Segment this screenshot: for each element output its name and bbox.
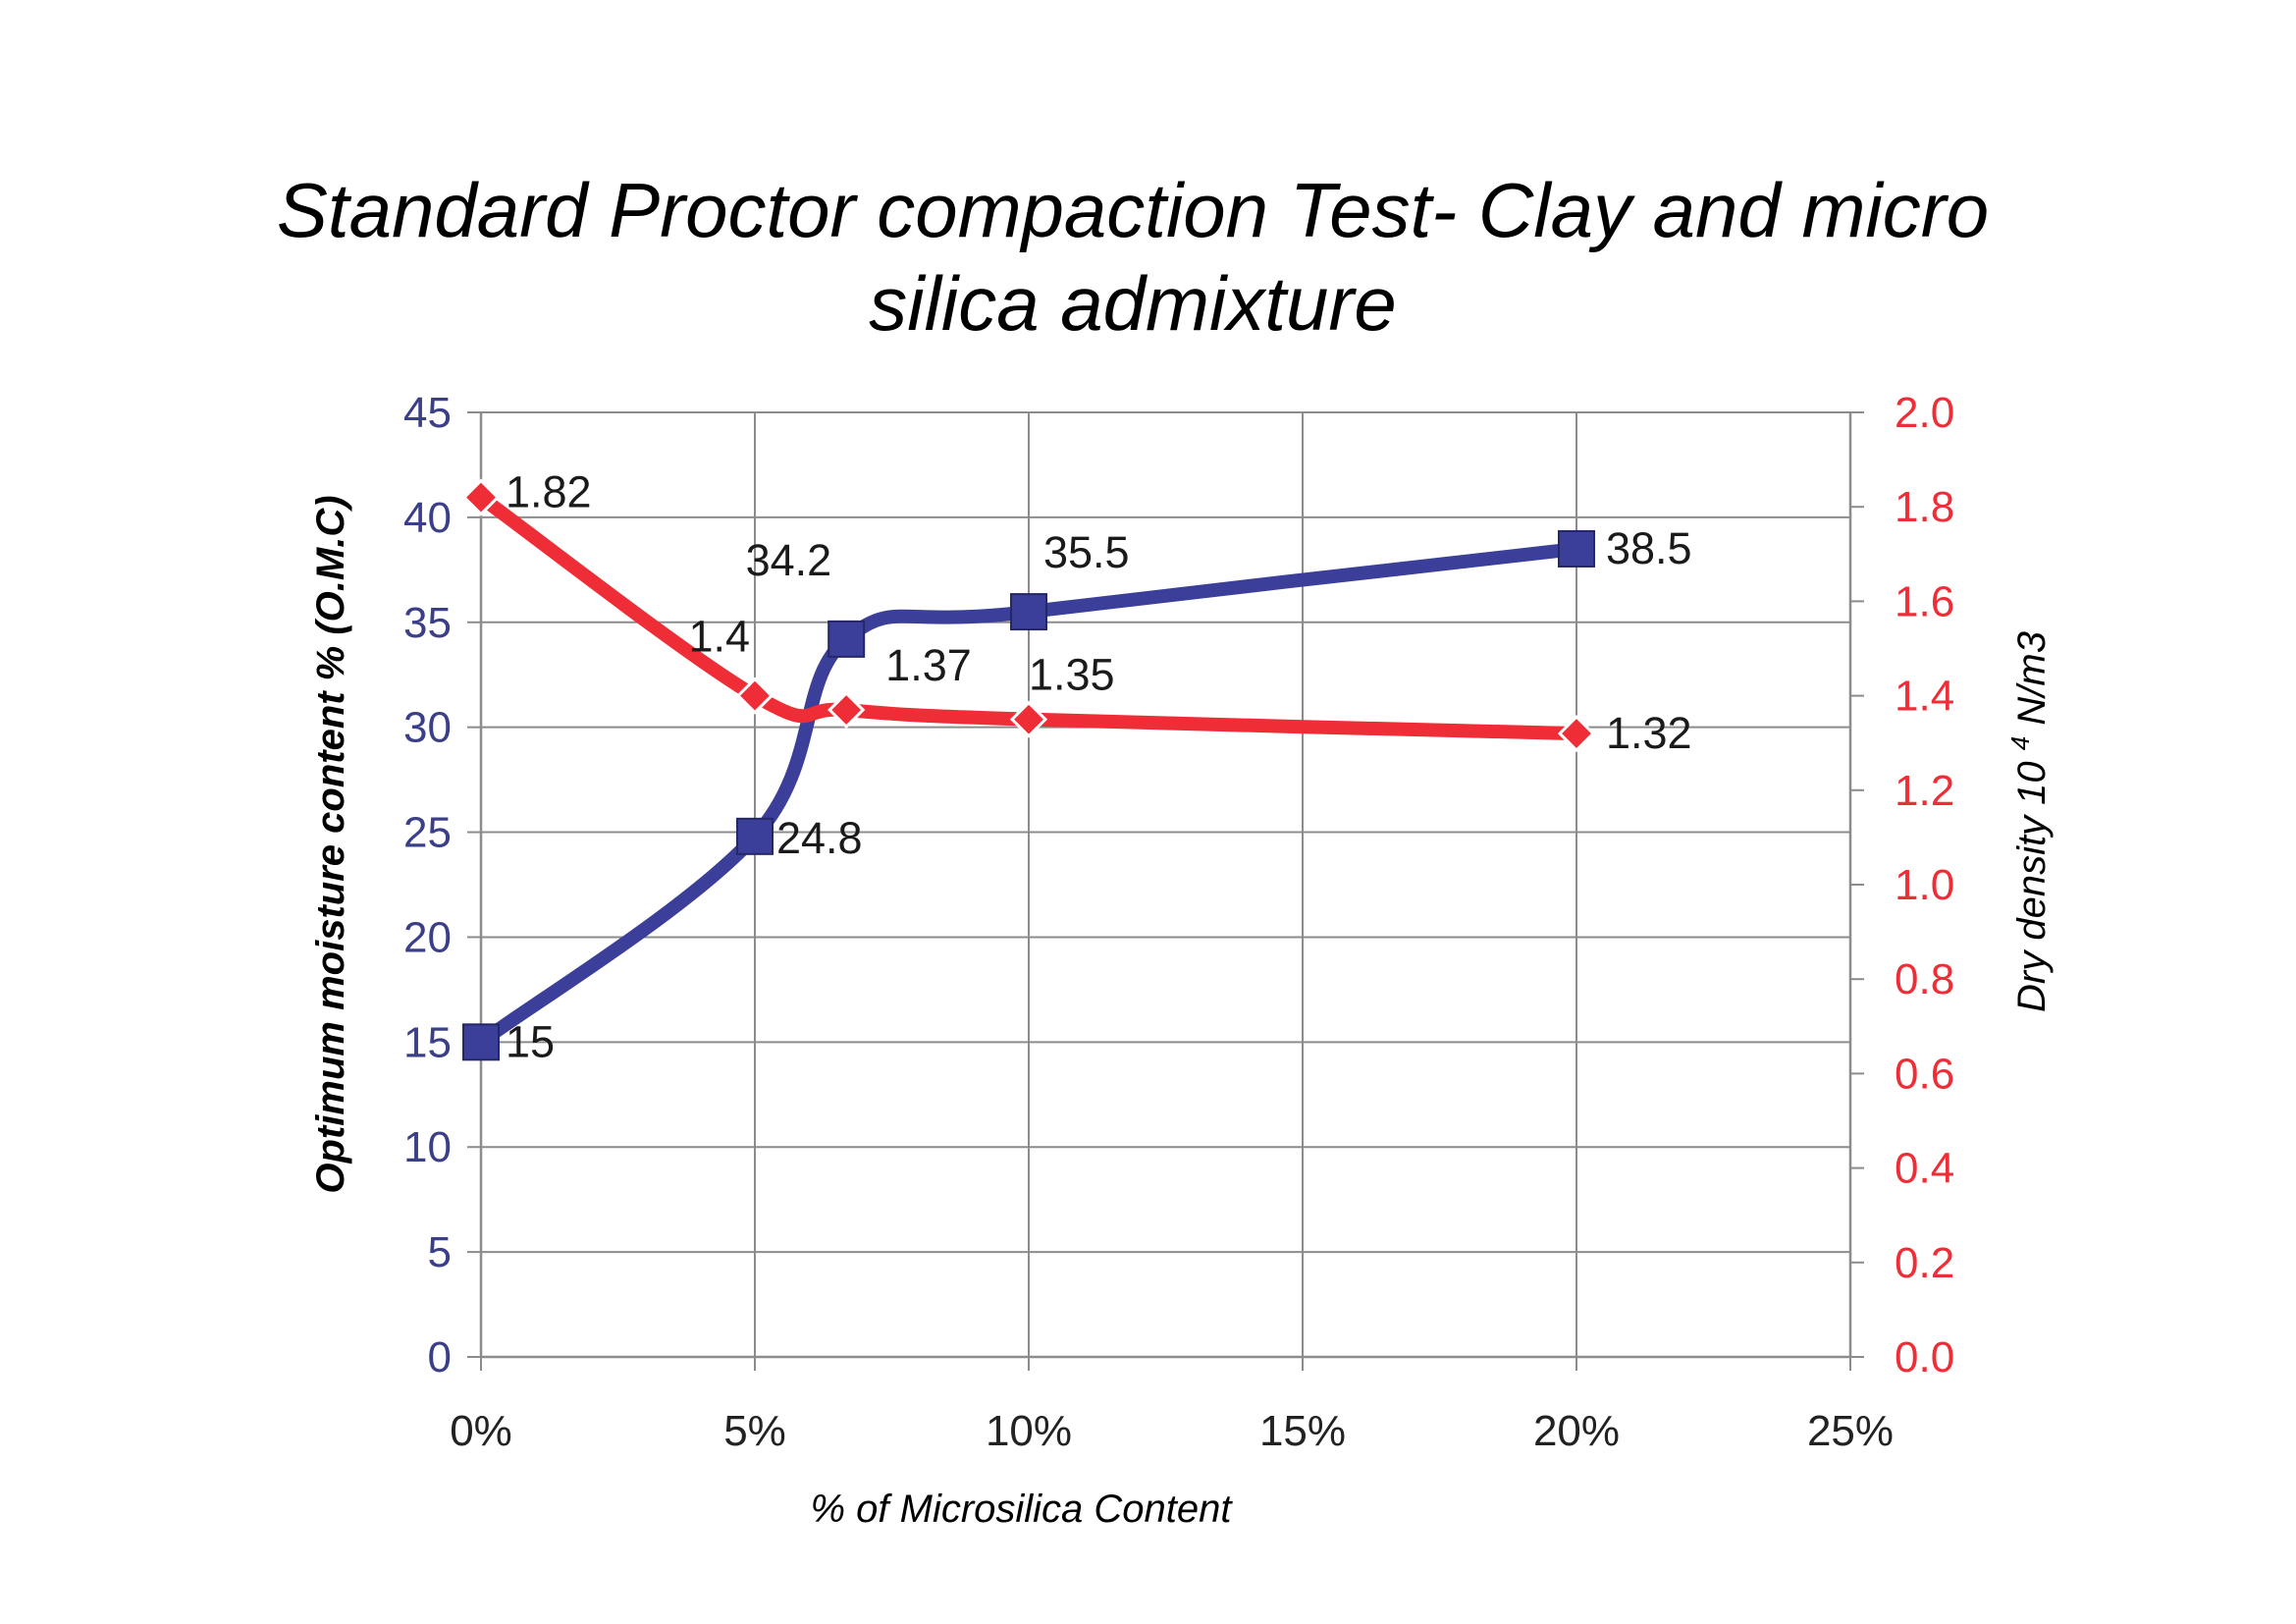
x-axis-title: % of Microsilica Content: [810, 1488, 1233, 1531]
y-right-title-part-a: Dry density: [2010, 813, 2054, 1012]
y-left-tick-label: 20: [403, 913, 452, 961]
diamond-marker: [1557, 714, 1596, 753]
y-left-tick-label: 5: [428, 1228, 452, 1276]
y-right-title-part-c: N/m3: [2010, 631, 2054, 726]
y-left-axis-title: Optimum moisture content % (O.M.C): [309, 495, 352, 1193]
x-tick-label: 5%: [723, 1407, 786, 1455]
diamond-marker: [1009, 700, 1048, 738]
data-label: 24.8: [776, 813, 863, 863]
square-marker: [1558, 529, 1595, 568]
x-tick-label: 0%: [450, 1407, 512, 1455]
diamond-marker: [735, 677, 774, 715]
chart-title-line-2: silica admixture: [869, 260, 1397, 347]
y-right-tick-label: 1.6: [1895, 577, 1954, 625]
y-right-title-superscript: 4: [2005, 736, 2035, 750]
series-line-1: [474, 490, 1583, 741]
data-label: 38.5: [1606, 523, 1692, 573]
data-label: 1.37: [885, 640, 972, 690]
square-marker: [462, 1023, 500, 1061]
y-right-tick-label: 0.0: [1895, 1333, 1954, 1381]
y-right-tick-label: 1.8: [1895, 483, 1954, 531]
diamond-marker: [828, 690, 866, 730]
y-right-tick-label: 1.4: [1895, 673, 1954, 721]
y-right-tick-label: 1.0: [1895, 861, 1954, 909]
x-tick-label: 25%: [1807, 1407, 1894, 1455]
y-left-tick-label: 35: [403, 599, 452, 647]
data-label: 1.32: [1606, 708, 1692, 758]
y-left-tick-label: 10: [403, 1123, 452, 1171]
square-marker: [736, 817, 774, 855]
y-left-tick-label: 15: [403, 1018, 452, 1066]
y-right-tick-label: 2.0: [1895, 389, 1954, 437]
square-marker: [828, 620, 866, 658]
y-left-tick-label: 0: [428, 1333, 452, 1381]
x-tick-label: 15%: [1259, 1407, 1346, 1455]
data-label: 1.4: [688, 612, 750, 662]
series-markers: [461, 478, 1596, 1061]
y-right-title-part-b: 10: [2010, 761, 2054, 805]
data-label: 15: [506, 1016, 555, 1066]
data-label: 1.82: [506, 467, 592, 517]
data-label: 1.35: [1029, 650, 1115, 700]
data-label: 35.5: [1043, 527, 1130, 577]
diamond-marker: [461, 478, 501, 516]
y-right-axis-title: Dry density 10 4 N/m3: [1995, 631, 2054, 1012]
y-left-tick-label: 30: [403, 704, 452, 752]
y-right-tick-label: 0.4: [1895, 1145, 1954, 1193]
y-right-tick-label: 0.2: [1895, 1239, 1954, 1287]
y-right-axis-ticks: 0.0 0.2 0.4 0.6 0.8 1.0 1.2 1.4 1.6 1.8 2.0: [1850, 389, 1954, 1381]
chart-title-line-1: Standard Proctor compaction Test- Clay a…: [277, 167, 1989, 253]
y-left-tick-label: 25: [403, 809, 452, 857]
y-left-axis-ticks: 0 5 10 15 20 25 30 35 40 45: [403, 389, 481, 1381]
y-right-tick-label: 0.6: [1895, 1050, 1954, 1098]
chart-title: Standard Proctor compaction Test- Clay a…: [277, 167, 1989, 347]
y-right-tick-label: 1.2: [1895, 767, 1954, 815]
y-left-tick-label: 45: [403, 389, 452, 437]
x-tick-label: 10%: [986, 1407, 1072, 1455]
x-axis-ticks: 0% 5% 10% 15% 20% 25%: [450, 1407, 1894, 1455]
data-label: 34.2: [746, 535, 832, 585]
data-labels: 15 24.8 34.2 35.5 38.5 1.82 1.4 1.37 1.35 1.32: [506, 467, 1692, 1067]
x-tick-label: 20%: [1533, 1407, 1620, 1455]
y-right-tick-label: 0.8: [1895, 955, 1954, 1003]
y-left-tick-label: 40: [403, 494, 452, 542]
square-marker: [1010, 593, 1047, 631]
